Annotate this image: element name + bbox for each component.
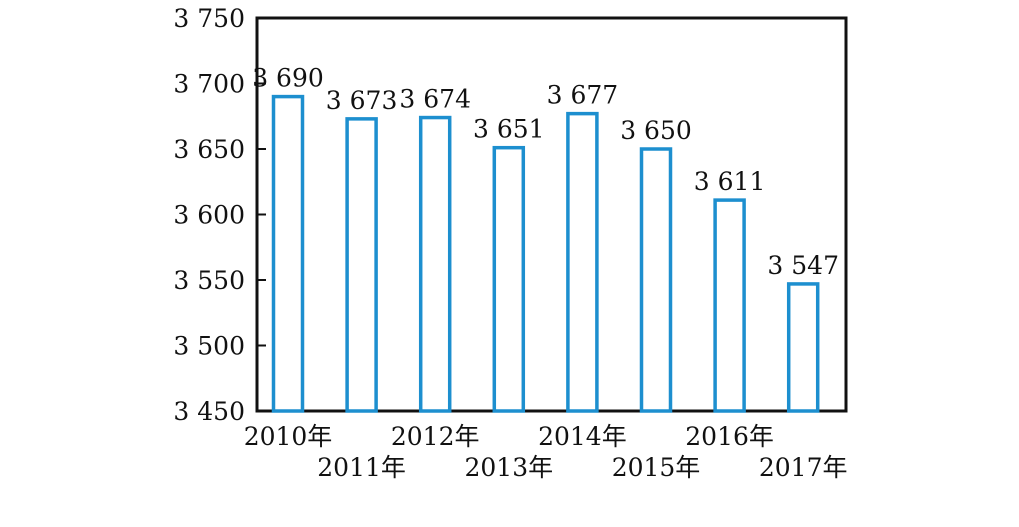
data-label: 3 673 — [326, 86, 398, 115]
x-tick-label: 2017年 — [759, 453, 848, 482]
bars — [271, 94, 820, 413]
y-tick-label: 3 750 — [173, 4, 245, 33]
data-label: 3 611 — [694, 167, 766, 196]
x-tick-label: 2012年 — [391, 422, 480, 451]
x-tick-label: 2015年 — [612, 453, 701, 482]
x-tick-label: 2010年 — [244, 422, 333, 451]
bar-2010 — [271, 94, 305, 413]
data-label: 3 547 — [767, 251, 839, 280]
data-label: 3 677 — [547, 81, 619, 110]
bar-2011 — [345, 117, 378, 413]
data-label: 3 674 — [399, 85, 471, 114]
x-tick-label: 2014年 — [538, 422, 627, 451]
x-tick-label: 2016年 — [685, 422, 774, 451]
bar-2012 — [418, 115, 452, 413]
bar-2014 — [566, 111, 599, 413]
y-tick-label: 3 700 — [173, 70, 245, 99]
bar-2016 — [713, 198, 746, 413]
y-tick-label: 3 650 — [173, 135, 245, 164]
data-label: 3 690 — [252, 64, 324, 93]
x-tick-label: 2013年 — [464, 453, 553, 482]
bar-2013 — [492, 145, 526, 413]
x-tick-label: 2011年 — [317, 453, 406, 482]
y-axis: 3 450 3 500 3 550 3 600 3 650 3 700 3 750 — [173, 4, 266, 426]
data-label: 3 650 — [620, 116, 692, 145]
bar-2015 — [639, 147, 673, 413]
y-tick-label: 3 450 — [173, 397, 245, 426]
bar-2017 — [786, 282, 820, 413]
data-label: 3 651 — [473, 115, 545, 144]
y-tick-label: 3 600 — [173, 201, 245, 230]
y-tick-label: 3 550 — [173, 266, 245, 295]
y-tick-label: 3 500 — [173, 332, 245, 361]
